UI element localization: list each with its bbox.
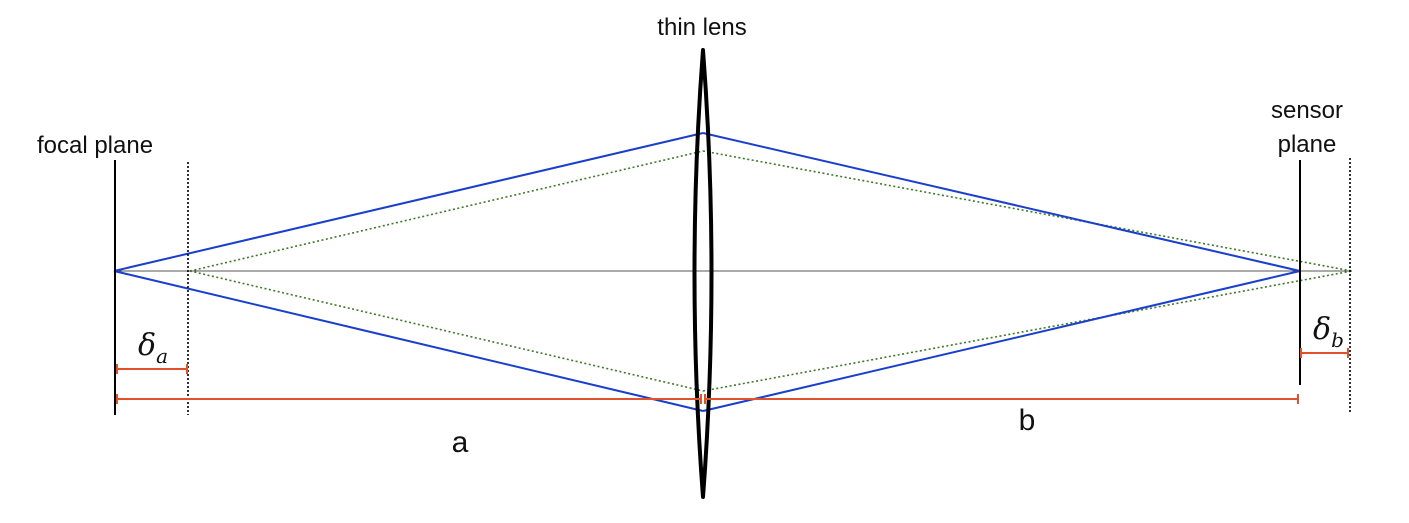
distance-a-dimension	[116, 394, 702, 404]
focus-rays	[113, 132, 1301, 412]
delta-b-subscript: b	[1331, 328, 1344, 352]
delta-a-subscript: a	[156, 344, 168, 368]
focus-ray-lower-left	[113, 270, 704, 412]
distance-a-label: a	[452, 426, 469, 459]
thin-lens-label: thin lens	[657, 14, 746, 41]
defocus-ray-upper-right	[702, 150, 1353, 272]
focus-ray-upper-right	[702, 132, 1301, 272]
dimension-lines	[116, 348, 1349, 404]
sensor-plane-label-line2: plane	[1278, 131, 1337, 158]
delta-a-label: δa	[138, 328, 168, 368]
distance-b-dimension	[704, 394, 1299, 404]
defocus-ray-lower-left	[189, 270, 704, 392]
defocus-ray-lower-right	[702, 270, 1353, 392]
distance-b-label: b	[1019, 404, 1036, 437]
delta-b-symbol: δ	[1313, 312, 1331, 347]
focus-ray-upper-left	[113, 132, 704, 272]
delta-a-symbol: δ	[138, 328, 156, 363]
delta-b-dimension	[1300, 348, 1349, 358]
defocus-rays	[189, 150, 1353, 392]
delta-a-dimension	[116, 364, 188, 374]
defocus-ray-upper-left	[189, 150, 704, 272]
sensor-plane-label-line1: sensor	[1271, 97, 1343, 124]
thin-lens-shape	[692, 48, 714, 499]
focus-ray-lower-right	[702, 270, 1301, 412]
focal-plane-label: focal plane	[37, 132, 153, 159]
delta-b-label: δb	[1313, 312, 1344, 352]
